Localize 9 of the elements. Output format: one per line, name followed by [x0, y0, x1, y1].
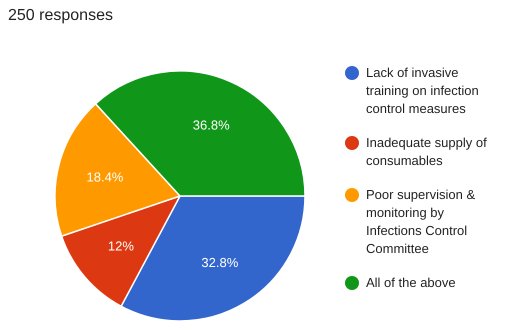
data-label: 32.8%	[201, 255, 239, 270]
legend-label: All of the above	[366, 275, 456, 290]
legend-label: Poor supervision & monitoring by Infections Control Committee	[366, 187, 476, 256]
data-label: 36.8%	[192, 118, 230, 133]
data-label: 18.4%	[86, 169, 124, 184]
data-label: 12%	[108, 238, 134, 254]
legend-label: Lack of invasive training on infection control measures	[366, 65, 479, 116]
chart-title: 250 responses	[8, 7, 113, 24]
legend-label: Inadequate supply of consumables	[366, 135, 488, 168]
